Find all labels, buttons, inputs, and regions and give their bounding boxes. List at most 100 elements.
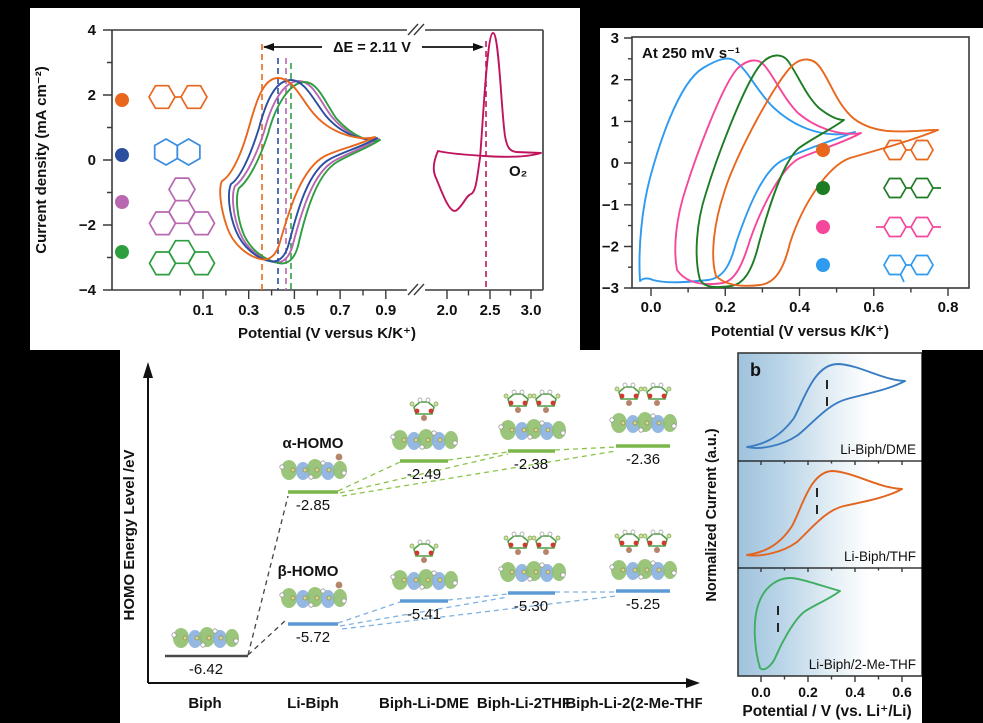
x-tick: 0.4 xyxy=(789,299,811,316)
level-connectors xyxy=(247,446,617,656)
axis-break-marks xyxy=(407,23,425,296)
legend-dot-naphthalene xyxy=(115,148,129,162)
energy-level-bars xyxy=(165,444,670,658)
value-beta-libiph: -5.72 xyxy=(296,629,330,646)
panel-normalized-cv: b Li-Biph/DME Li-Biph/THF Li-Biph/2-Me-T… xyxy=(702,350,922,723)
legend-dot-phenanthrene xyxy=(115,245,129,259)
y-tick: 0 xyxy=(88,152,96,169)
x-axis-label: Potential / V (vs. Li⁺/Li) xyxy=(742,703,911,720)
y-tick: −4 xyxy=(79,282,97,299)
delta-e-label: ΔE = 2.11 V xyxy=(333,40,411,56)
y-tick: 3 xyxy=(611,30,619,47)
orbital-alpha-dme xyxy=(390,428,459,451)
solvent-dme xyxy=(409,539,439,564)
legend-dot-2-methylbiphenyl xyxy=(816,258,830,272)
orbital-beta-2thf xyxy=(498,560,567,583)
orbital-beta-dme xyxy=(390,568,459,591)
gradient-background xyxy=(738,353,922,676)
category-biph: Biph xyxy=(188,695,221,712)
li-atom xyxy=(335,581,343,589)
solvent-2methf xyxy=(614,529,644,554)
y-axis-arrowhead xyxy=(143,362,153,378)
category-dme: Biph-Li-DME xyxy=(379,695,469,712)
panel-d-svg: b Li-Biph/DME Li-Biph/THF Li-Biph/2-Me-T… xyxy=(704,352,922,720)
y-axis-label: Current density (mA cm⁻²) xyxy=(33,66,50,253)
legend-aromatics xyxy=(115,84,216,276)
x-tick: 0.5 xyxy=(284,302,305,319)
x-tick: 2.0 xyxy=(437,302,458,319)
plot-frame xyxy=(737,352,922,677)
orbital-alpha-libiph xyxy=(279,458,348,481)
delta-e-annotation: ΔE = 2.11 V xyxy=(263,40,484,56)
x-minor-ticks xyxy=(179,290,512,296)
x-tick: 0.0 xyxy=(751,684,771,700)
scan-rate-annotation: At 250 mV s⁻¹ xyxy=(642,45,740,62)
y-axis-label: HOMO Energy Level /eV xyxy=(121,450,138,621)
cv-curve-phenanthrene xyxy=(236,81,381,265)
curve-label-dme: Li-Biph/DME xyxy=(840,442,916,457)
value-beta-2thf: -5.30 xyxy=(514,598,548,615)
orbital-alpha-2thf xyxy=(498,418,567,441)
solvent-thf xyxy=(503,389,533,414)
cv-curve-biphenyl xyxy=(712,58,939,287)
triphenylene-structure xyxy=(148,177,216,236)
panel-c-svg: HOMO Energy Level /eV xyxy=(121,362,702,712)
y-tick: −1 xyxy=(602,197,619,214)
cv-curve-biphenyl xyxy=(219,77,376,261)
solvent-dme xyxy=(409,397,439,422)
value-alpha-dme: -2.49 xyxy=(407,466,441,483)
x-major-ticks xyxy=(760,676,903,682)
solvent-2methf xyxy=(642,529,672,554)
y-tick: 1 xyxy=(611,113,619,130)
phenanthrene-structure xyxy=(148,239,216,276)
panel-b-svg: 3 2 1 0 −1 −2 −3 0.0 0.2 0.4 0.6 0.8 Cur… xyxy=(602,30,970,340)
y-major-ticks xyxy=(103,29,112,291)
value-beta-2methf: -5.25 xyxy=(626,596,660,613)
solvent-thf xyxy=(503,531,533,556)
x-tick: 2.5 xyxy=(480,302,501,319)
arrowhead-left xyxy=(263,43,274,51)
plot-frame xyxy=(111,29,544,291)
2-methylbiphenyl-structure xyxy=(883,254,934,283)
x-axis-label: Potential (V versus K/K⁺) xyxy=(711,323,889,340)
y-axis-label: Normalized Current (a.u.) xyxy=(704,428,720,601)
legend-dot-triphenylene xyxy=(115,195,129,209)
li-atom xyxy=(335,453,343,461)
panel-cv-methylbiphenyls: 3 2 1 0 −1 −2 −3 0.0 0.2 0.4 0.6 0.8 Cur… xyxy=(600,28,983,350)
value-alpha-2methf: -2.36 xyxy=(626,451,660,468)
panel-letter-b: b xyxy=(750,360,761,380)
x-tick: 0.8 xyxy=(938,299,959,316)
x-tick: 0.4 xyxy=(845,684,865,700)
y-tick: −2 xyxy=(79,217,96,234)
4-methylbiphenyl-structure xyxy=(883,177,941,199)
divider-ticks xyxy=(760,461,903,572)
y-tick: 0 xyxy=(611,155,619,172)
cv-curve-2methf xyxy=(753,577,841,671)
arrowhead-right xyxy=(473,43,484,51)
x-tick: 0.9 xyxy=(375,302,396,319)
biphenyl-structure xyxy=(883,139,934,161)
biphenyl-structure xyxy=(148,84,208,110)
divider-minor-ticks xyxy=(783,461,880,571)
solvent-2methf xyxy=(614,382,644,407)
panel-a-svg: 4 2 0 −2 −4 0.1 0.3 0.5 0.7 0.9 2.0 2.5 … xyxy=(33,22,544,342)
y-tick: 4 xyxy=(88,22,97,39)
y-major-ticks xyxy=(624,37,632,289)
panel-cv-aromatics: 4 2 0 −2 −4 0.1 0.3 0.5 0.7 0.9 2.0 2.5 … xyxy=(30,8,580,350)
plot-frame xyxy=(631,36,970,289)
x-tick: 0.6 xyxy=(892,684,912,700)
legend-dot-biphenyl xyxy=(816,143,830,157)
value-biph: -6.42 xyxy=(189,661,223,678)
x-tick: 0.7 xyxy=(330,302,351,319)
cv-curve-4-methylbiphenyl xyxy=(695,54,845,289)
value-beta-dme: -5.41 xyxy=(407,606,441,623)
x-axis-label: Potential (V versus K/K⁺) xyxy=(238,325,416,342)
x-minor-ticks xyxy=(783,676,880,680)
y-tick: 2 xyxy=(611,72,619,89)
x-tick: 0.0 xyxy=(641,299,662,316)
cv-curve-o2 xyxy=(432,32,542,212)
legend-dot-44-dimethylbiphenyl xyxy=(816,220,830,234)
x-major-ticks xyxy=(202,290,532,299)
o2-label: O₂ xyxy=(509,163,527,180)
